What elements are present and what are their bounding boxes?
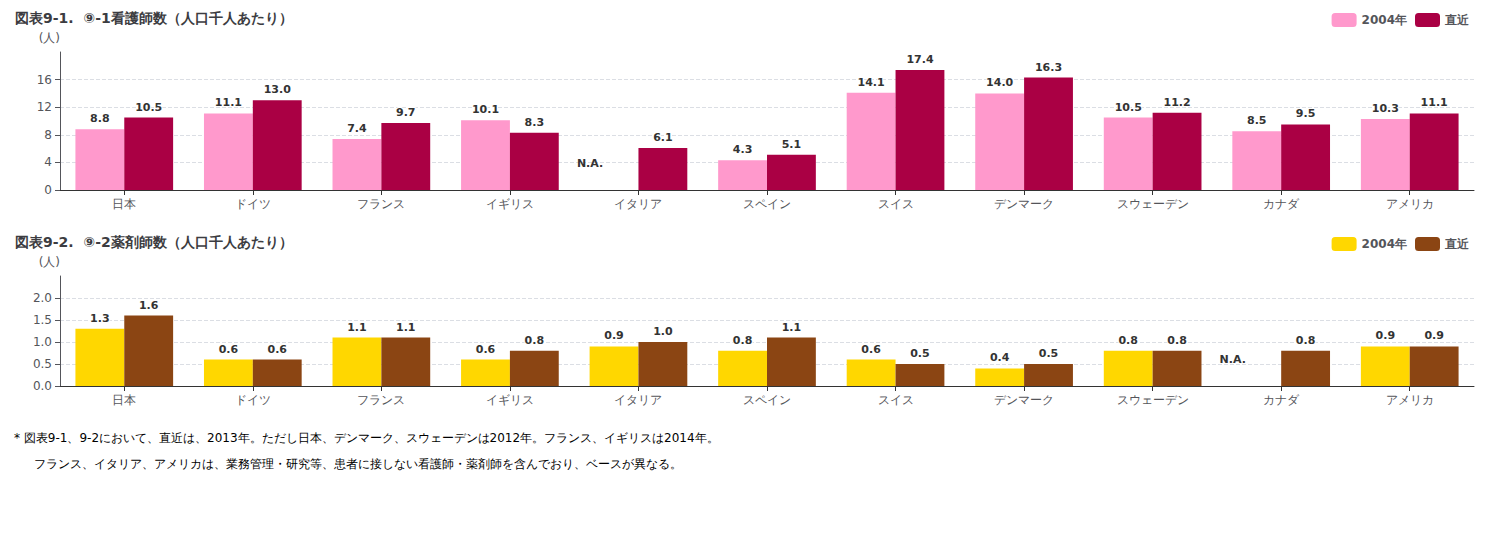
svg-text:7.4: 7.4: [347, 122, 367, 135]
svg-text:デンマーク: デンマーク: [994, 197, 1054, 211]
svg-text:ドイツ: ドイツ: [235, 197, 271, 211]
svg-text:デンマーク: デンマーク: [994, 393, 1054, 407]
svg-text:4: 4: [44, 155, 52, 169]
svg-text:14.0: 14.0: [986, 76, 1013, 89]
svg-text:1.0: 1.0: [33, 335, 52, 349]
svg-text:スペイン: スペイン: [743, 393, 791, 407]
svg-text:0.8: 0.8: [1167, 334, 1187, 347]
svg-text:1.1: 1.1: [347, 321, 367, 334]
svg-text:N.A.: N.A.: [577, 157, 603, 170]
svg-text:日本: 日本: [112, 197, 136, 211]
svg-text:N.A.: N.A.: [1220, 353, 1246, 366]
svg-text:8.3: 8.3: [525, 116, 545, 129]
svg-text:フランス: フランス: [357, 197, 405, 211]
svg-text:カナダ: カナダ: [1263, 393, 1300, 407]
svg-text:0.5: 0.5: [1039, 347, 1059, 360]
svg-text:0.6: 0.6: [219, 343, 239, 356]
svg-text:1.3: 1.3: [90, 312, 110, 325]
svg-text:スイス: スイス: [878, 197, 914, 211]
svg-text:12: 12: [37, 100, 52, 114]
svg-text:17.4: 17.4: [906, 53, 933, 66]
svg-text:8.8: 8.8: [90, 112, 110, 125]
svg-text:イタリア: イタリア: [614, 393, 662, 407]
svg-text:1.6: 1.6: [139, 299, 159, 312]
svg-text:1.5: 1.5: [33, 313, 52, 327]
svg-text:16.3: 16.3: [1035, 61, 1062, 74]
svg-text:5.1: 5.1: [782, 138, 802, 151]
svg-text:アメリカ: アメリカ: [1386, 197, 1434, 211]
svg-text:フランス: フランス: [357, 393, 405, 407]
svg-text:日本: 日本: [112, 393, 136, 407]
svg-text:4.3: 4.3: [733, 143, 753, 156]
svg-text:1.1: 1.1: [396, 321, 416, 334]
svg-text:0.5: 0.5: [910, 347, 930, 360]
svg-text:0.0: 0.0: [33, 379, 52, 393]
svg-text:0.6: 0.6: [476, 343, 496, 356]
svg-text:直近: 直近: [1444, 13, 1470, 27]
svg-text:1.0: 1.0: [653, 325, 673, 338]
svg-text:フランス、イタリア、アメリカは、業務管理・研究等、患者に接し: フランス、イタリア、アメリカは、業務管理・研究等、患者に接しない看護師・薬剤師を…: [34, 457, 682, 471]
svg-text:図表9-1. ⑨-1看護師数（人口千人あたり）: 図表9-1. ⑨-1看護師数（人口千人あたり）: [15, 10, 293, 26]
svg-text:0.6: 0.6: [267, 343, 287, 356]
svg-text:10.5: 10.5: [1115, 101, 1142, 114]
svg-text:0.5: 0.5: [33, 357, 52, 371]
svg-text:直近: 直近: [1444, 237, 1470, 251]
svg-text:アメリカ: アメリカ: [1386, 393, 1434, 407]
svg-text:(人): (人): [39, 31, 60, 45]
svg-text:0.8: 0.8: [733, 334, 753, 347]
svg-text:8: 8: [44, 128, 52, 142]
svg-text:11.1: 11.1: [1421, 96, 1448, 109]
svg-text:2.0: 2.0: [33, 291, 52, 305]
svg-text:スペイン: スペイン: [743, 197, 791, 211]
svg-text:図表9-2. ⑨-2薬剤師数（人口千人あたり）: 図表9-2. ⑨-2薬剤師数（人口千人あたり）: [15, 234, 293, 250]
svg-text:11.1: 11.1: [215, 96, 242, 109]
svg-text:0.9: 0.9: [604, 329, 624, 342]
svg-text:* 図表9-1、9-2において、直近は、2013年。ただし日: * 図表9-1、9-2において、直近は、2013年。ただし日本、デンマーク、スウ…: [14, 431, 719, 445]
svg-text:11.2: 11.2: [1163, 96, 1190, 109]
svg-text:9.7: 9.7: [396, 106, 416, 119]
svg-text:10.1: 10.1: [472, 103, 499, 116]
svg-text:13.0: 13.0: [264, 83, 291, 96]
svg-text:カナダ: カナダ: [1263, 197, 1300, 211]
svg-text:イギリス: イギリス: [486, 197, 534, 211]
svg-text:0: 0: [44, 183, 52, 197]
svg-text:1.1: 1.1: [782, 321, 802, 334]
svg-text:2004年: 2004年: [1362, 237, 1407, 251]
svg-text:ドイツ: ドイツ: [235, 393, 271, 407]
svg-text:(人): (人): [39, 255, 60, 269]
svg-text:2004年: 2004年: [1362, 13, 1407, 27]
svg-text:10.3: 10.3: [1372, 102, 1399, 115]
svg-text:0.8: 0.8: [525, 334, 545, 347]
svg-text:14.1: 14.1: [858, 76, 885, 89]
svg-text:0.4: 0.4: [990, 351, 1010, 364]
svg-text:イギリス: イギリス: [486, 393, 534, 407]
svg-text:0.9: 0.9: [1424, 329, 1444, 342]
svg-text:0.8: 0.8: [1118, 334, 1138, 347]
svg-text:0.9: 0.9: [1376, 329, 1396, 342]
svg-text:スウェーデン: スウェーデン: [1117, 197, 1189, 211]
svg-text:6.1: 6.1: [653, 131, 673, 144]
svg-text:0.6: 0.6: [861, 343, 881, 356]
svg-text:0.8: 0.8: [1296, 334, 1316, 347]
svg-text:イタリア: イタリア: [614, 197, 662, 211]
svg-text:9.5: 9.5: [1296, 107, 1316, 120]
svg-text:8.5: 8.5: [1247, 114, 1267, 127]
svg-text:スイス: スイス: [878, 393, 914, 407]
svg-text:スウェーデン: スウェーデン: [1117, 393, 1189, 407]
svg-text:10.5: 10.5: [135, 101, 162, 114]
svg-text:16: 16: [37, 73, 52, 87]
